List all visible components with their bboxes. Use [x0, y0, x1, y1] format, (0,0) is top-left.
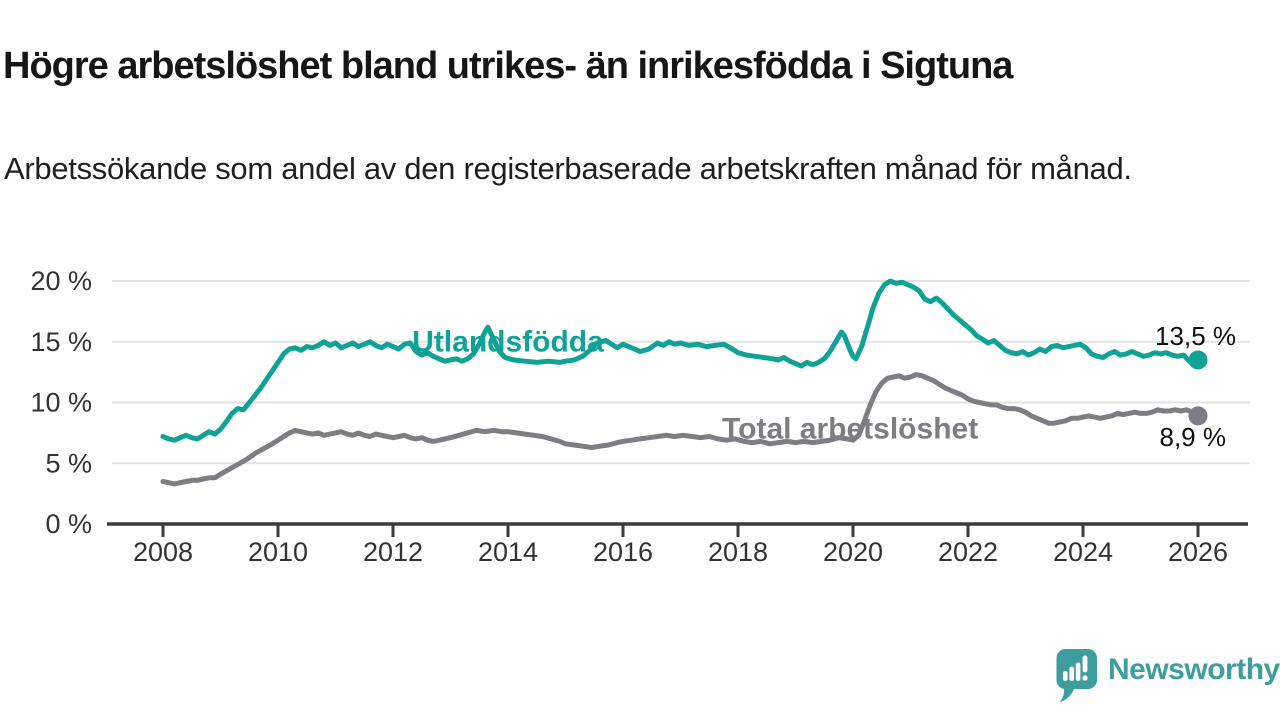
y-tick-label-5: 5 %	[45, 448, 92, 478]
x-tick-label-2024: 2024	[1053, 537, 1113, 567]
bar-tall	[1075, 662, 1081, 681]
exclamation-dot	[1082, 675, 1088, 681]
y-tick-label-10: 10 %	[30, 388, 92, 418]
series-end-dot-total	[1188, 406, 1208, 426]
series-line-total	[160, 372, 1201, 487]
x-tick-label-2022: 2022	[938, 537, 998, 567]
x-tick-label-2026: 2026	[1168, 537, 1228, 567]
series-label-total: Total arbetslöshet	[722, 412, 978, 445]
chart-subtitle: Arbetssökande som andel av den registerb…	[4, 151, 1132, 186]
page-title: Högre arbetslöshet bland utrikes- än inr…	[3, 45, 1013, 88]
series-end-value-utlandsfodda: 13,5 %	[1155, 321, 1236, 351]
y-tick-label-20: 20 %	[30, 266, 92, 296]
series-end-dot-utlandsfodda	[1188, 350, 1208, 370]
x-tick-label-2010: 2010	[248, 537, 308, 567]
newsworthy-speech-bubble-bar-chart-icon	[1056, 649, 1097, 703]
x-tick-label-2014: 2014	[478, 537, 538, 567]
y-tick-label-15: 15 %	[30, 327, 92, 357]
x-tick-label-2012: 2012	[363, 537, 423, 567]
x-tick-label-2008: 2008	[133, 537, 193, 567]
newsworthy-logo: Newsworthy	[1053, 647, 1280, 703]
exclamation-stem	[1082, 655, 1088, 673]
x-tick-label-2018: 2018	[708, 537, 768, 567]
series-end-value-total: 8,9 %	[1160, 422, 1227, 452]
y-tick-label-0: 0 %	[45, 509, 92, 539]
series-label-utlandsfodda: Utlandsfödda	[412, 325, 604, 358]
bar-short	[1063, 671, 1068, 681]
newsworthy-logo-text: Newsworthy	[1108, 653, 1280, 686]
bar-medium	[1069, 666, 1074, 681]
x-tick-label-2016: 2016	[593, 537, 653, 567]
x-tick-label-2020: 2020	[823, 537, 883, 567]
series-line-utlandsfodda	[160, 278, 1201, 443]
